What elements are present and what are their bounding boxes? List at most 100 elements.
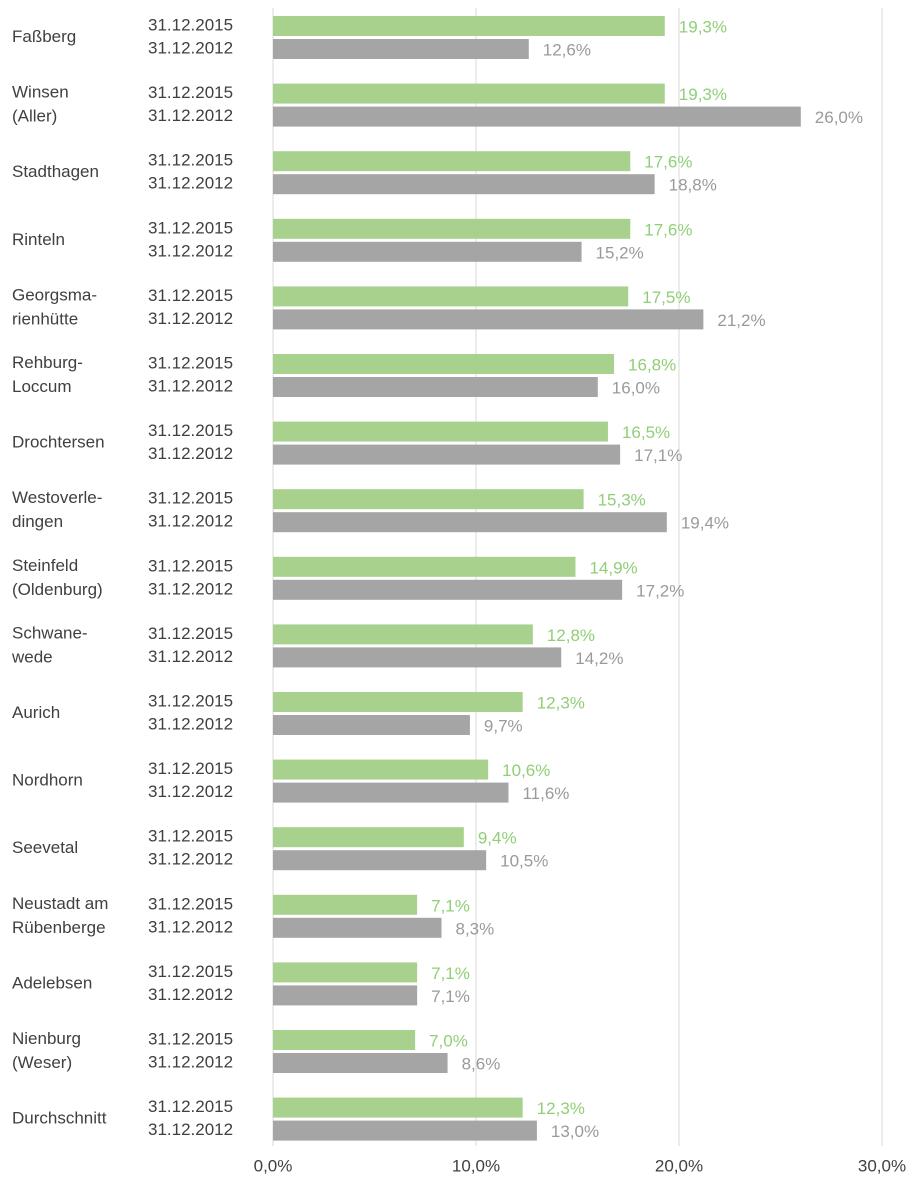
value-label: 17,5% (642, 288, 690, 307)
category-label: Neustadt am (12, 894, 108, 913)
bar (273, 556, 576, 577)
category-label: wede (11, 647, 53, 666)
value-label: 17,1% (634, 446, 682, 465)
category-label: Rübenberge (12, 918, 106, 937)
value-label: 7,0% (429, 1031, 468, 1050)
series-label: 31.12.2015 (148, 691, 233, 710)
x-tick-label: 20,0% (655, 1156, 703, 1175)
series-label: 31.12.2015 (148, 421, 233, 440)
series-label: 31.12.2015 (148, 353, 233, 372)
bar (273, 421, 608, 442)
value-label: 17,6% (644, 220, 692, 239)
value-label: 10,6% (502, 761, 550, 780)
series-label: 31.12.2012 (148, 512, 233, 531)
bar (273, 286, 629, 307)
series-label: 31.12.2012 (148, 38, 233, 57)
series-label: 31.12.2015 (148, 1029, 233, 1048)
series-label: 31.12.2012 (148, 579, 233, 598)
category-label: (Oldenburg) (12, 580, 103, 599)
series-label: 31.12.2012 (148, 241, 233, 260)
bar (273, 444, 621, 465)
x-tick-label: 0,0% (254, 1156, 293, 1175)
category-label: Rinteln (12, 230, 65, 249)
bar (273, 1053, 448, 1073)
value-label: 14,9% (589, 558, 637, 577)
bar (273, 579, 623, 600)
value-label: 12,3% (537, 1099, 585, 1118)
category-label: Nordhorn (12, 771, 83, 790)
value-label: 19,3% (679, 17, 727, 36)
value-label: 26,0% (815, 108, 863, 127)
category-label: Loccum (12, 377, 72, 396)
series-label: 31.12.2012 (148, 782, 233, 801)
category-label: Adelebsen (12, 973, 92, 992)
bar (273, 624, 533, 645)
category-label: Nienburg (12, 1029, 81, 1048)
series-label: 31.12.2015 (148, 15, 233, 34)
bar (273, 962, 418, 983)
bar (273, 894, 418, 915)
value-label: 15,2% (596, 243, 644, 262)
bar (273, 715, 470, 735)
value-label: 9,7% (484, 716, 523, 735)
category-label: Durchschnitt (12, 1109, 107, 1128)
series-label: 31.12.2015 (148, 286, 233, 305)
category-label: (Aller) (12, 107, 57, 126)
value-label: 8,6% (462, 1054, 501, 1073)
series-label: 31.12.2015 (148, 827, 233, 846)
bar (273, 917, 442, 938)
value-label: 12,8% (547, 626, 595, 645)
value-label: 9,4% (478, 829, 517, 848)
value-label: 12,6% (543, 40, 591, 59)
value-label: 16,0% (612, 378, 660, 397)
series-label: 31.12.2012 (148, 1052, 233, 1071)
category-label: Faßberg (12, 27, 76, 46)
series-label: 31.12.2012 (148, 376, 233, 395)
category-label: dingen (12, 512, 63, 531)
category-label: rienhütte (12, 309, 78, 328)
bar (273, 241, 582, 262)
value-label: 17,2% (636, 581, 684, 600)
value-label: 14,2% (575, 649, 623, 668)
series-label: 31.12.2015 (148, 556, 233, 575)
category-label: Winsen (12, 83, 69, 102)
category-label: Westoverle- (12, 488, 102, 507)
value-label: 13,0% (551, 1122, 599, 1141)
value-label: 8,3% (455, 919, 494, 938)
series-label: 31.12.2012 (148, 1120, 233, 1139)
series-label: 31.12.2015 (148, 1097, 233, 1116)
series-label: 31.12.2012 (148, 174, 233, 193)
x-tick-label: 10,0% (452, 1156, 500, 1175)
series-label: 31.12.2012 (148, 917, 233, 936)
category-label: Georgsma- (12, 285, 97, 304)
bar (273, 377, 598, 397)
series-label: 31.12.2012 (148, 444, 233, 463)
category-label: Schwane- (12, 623, 88, 642)
bar (273, 782, 509, 803)
value-label: 17,6% (644, 153, 692, 172)
bar (273, 1030, 416, 1050)
value-label: 16,8% (628, 355, 676, 374)
x-tick-label: 30,0% (858, 1156, 906, 1175)
series-label: 31.12.2012 (148, 714, 233, 733)
series-label: 31.12.2015 (148, 624, 233, 643)
value-label: 12,3% (537, 693, 585, 712)
category-label: Rehburg- (12, 353, 83, 372)
series-label: 31.12.2015 (148, 83, 233, 102)
series-label: 31.12.2012 (148, 647, 233, 666)
value-label: 7,1% (431, 987, 470, 1006)
bar (273, 1120, 537, 1141)
bar (273, 1097, 523, 1118)
bar (273, 827, 464, 848)
series-label: 31.12.2015 (148, 759, 233, 778)
bar (273, 83, 665, 104)
bar (273, 692, 523, 712)
value-label: 7,1% (431, 896, 470, 915)
bar (273, 647, 562, 668)
bar (273, 218, 631, 239)
value-label: 16,5% (622, 423, 670, 442)
bar (273, 759, 489, 780)
series-label: 31.12.2015 (148, 151, 233, 170)
series-label: 31.12.2015 (148, 489, 233, 508)
